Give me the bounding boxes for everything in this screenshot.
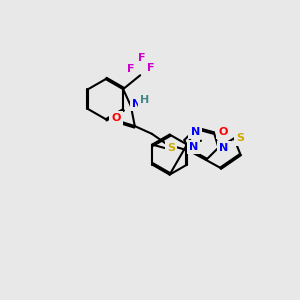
Text: N: N — [219, 143, 229, 153]
Text: N: N — [133, 99, 142, 109]
Text: N: N — [190, 127, 200, 137]
Text: N: N — [189, 142, 198, 152]
Text: F: F — [127, 64, 135, 74]
Text: S: S — [236, 134, 244, 143]
Text: O: O — [112, 113, 121, 123]
Text: O: O — [218, 127, 228, 137]
Text: H: H — [140, 95, 149, 105]
Text: F: F — [147, 63, 155, 73]
Text: F: F — [138, 53, 146, 63]
Text: S: S — [167, 143, 175, 153]
